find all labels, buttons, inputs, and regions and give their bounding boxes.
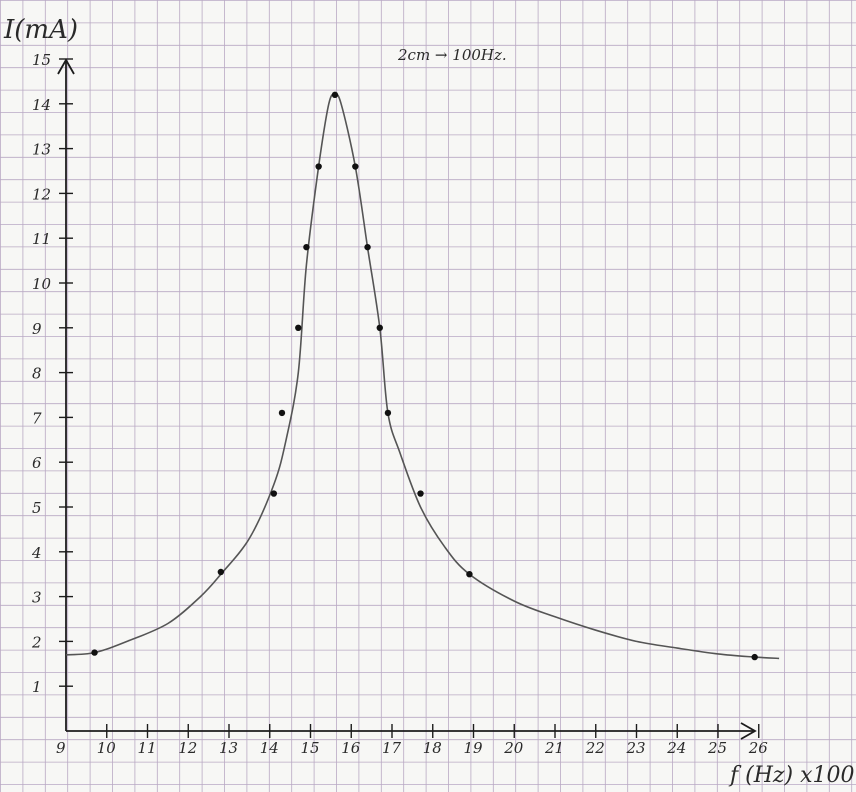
data-point	[295, 324, 302, 331]
x-tick-label: 17	[382, 739, 402, 757]
x-axis-label: f (Hz) x100	[728, 763, 854, 788]
y-tick-label: 7	[32, 409, 42, 427]
data-point	[303, 243, 310, 251]
y-tick-label: 13	[32, 141, 51, 159]
y-tick-label: 8	[32, 365, 42, 383]
data-point	[384, 409, 392, 417]
y-tick-label: 12	[32, 185, 51, 203]
data-point	[364, 243, 371, 251]
y-tick-label: 10	[32, 275, 52, 293]
y-tick-label: 14	[32, 96, 51, 114]
data-point	[315, 163, 322, 170]
x-axis-arrow	[740, 722, 757, 740]
data-point	[466, 571, 473, 578]
x-tick-label: 13	[219, 739, 238, 757]
y-tick-label: 1	[32, 678, 42, 696]
data-point	[91, 649, 98, 656]
data-point	[278, 409, 286, 417]
x-tick-label: 21	[544, 739, 564, 757]
x-tick-label: 16	[341, 739, 361, 757]
y-tick-label: 9	[32, 320, 42, 338]
y-tick-label: 2	[31, 633, 42, 651]
x-tick-label: 12	[178, 739, 197, 757]
x-tick-label: 24	[666, 739, 686, 757]
y-tick-label: 4	[31, 544, 42, 562]
y-axis-label: I(mA)	[3, 15, 78, 45]
y-tick-label: 15	[32, 51, 51, 69]
y-axis-arrow	[57, 58, 75, 75]
scale-note: 2cm → 100Hz.	[397, 46, 507, 64]
y-tick-label: 11	[32, 230, 51, 248]
x-tick-label: 26	[748, 739, 769, 757]
x-tick-label: 10	[97, 739, 117, 757]
data-points	[91, 91, 758, 661]
data-point	[751, 653, 758, 661]
tick-marks	[59, 58, 760, 738]
x-tick-label: 25	[707, 739, 727, 757]
x-tick-label: 9	[56, 739, 66, 757]
data-point	[217, 568, 225, 576]
y-tick-label: 5	[32, 499, 42, 517]
x-tick-label: 18	[423, 739, 442, 757]
x-tick-label: 19	[464, 739, 484, 757]
axes	[57, 58, 757, 740]
data-point	[331, 91, 339, 99]
data-point	[376, 324, 383, 331]
y-tick-label: 3	[32, 589, 42, 607]
tick-labels: 9 10 11 12 13 14 15 16 17 18 19 20 21 22 23 24 25 2612345…	[31, 51, 768, 757]
y-tick-label: 6	[32, 454, 42, 472]
data-point	[270, 490, 278, 497]
data-point	[352, 163, 359, 170]
x-tick-label: 14	[260, 739, 279, 757]
x-tick-label: 23	[626, 739, 646, 757]
x-tick-label: 22	[585, 739, 605, 757]
data-point	[417, 490, 424, 497]
x-tick-label: 11	[138, 739, 157, 757]
x-tick-label: 15	[301, 739, 320, 757]
x-tick-label: 20	[503, 739, 524, 757]
